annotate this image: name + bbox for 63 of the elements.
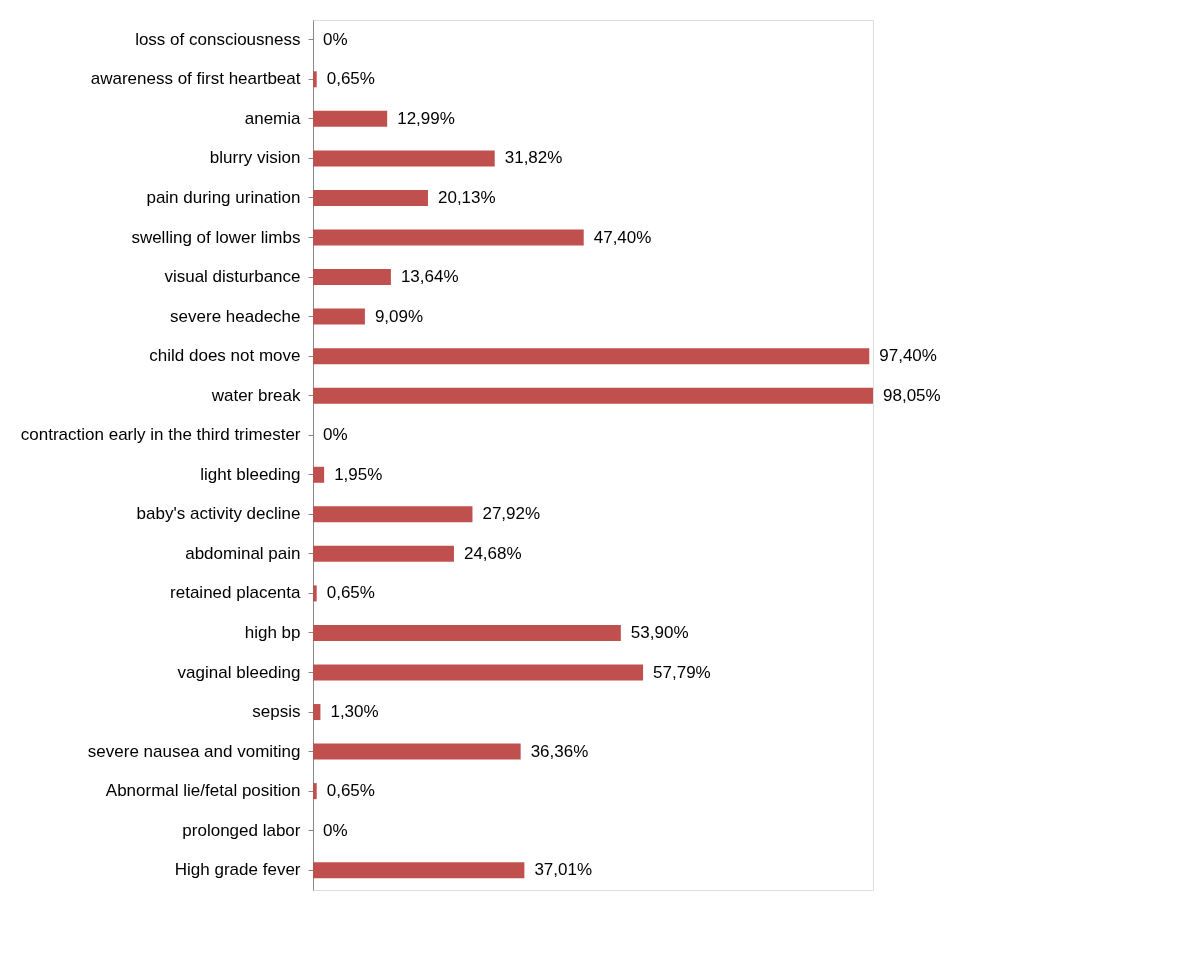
data-label: 0,65% [326, 781, 375, 801]
data-label: 20,13% [437, 187, 496, 207]
data-label: 24,68% [463, 543, 522, 563]
y-tick-label: sepsis [252, 702, 301, 722]
y-tick-label: visual disturbance [164, 267, 301, 287]
bar [313, 229, 584, 246]
y-tick-label: baby's activity decline [136, 504, 301, 524]
bar [313, 704, 321, 721]
bar [313, 348, 870, 365]
bar [313, 308, 365, 325]
bar [313, 150, 495, 167]
data-label: 0,65% [326, 69, 375, 89]
data-label: 36,36% [530, 741, 589, 761]
bar [313, 387, 873, 404]
data-label: 12,99% [397, 108, 455, 128]
bar [313, 664, 644, 681]
bar [313, 189, 428, 206]
y-tick-label: awareness of first heartbeat [90, 69, 301, 89]
data-label: 57,79% [653, 662, 711, 682]
data-label: 97,40% [879, 346, 937, 366]
data-label: 0% [323, 820, 348, 840]
y-tick-label: Abnormal lie/fetal position [105, 781, 301, 801]
y-tick-label: blurry vision [209, 148, 301, 168]
y-tick-label: prolonged labor [182, 820, 301, 840]
bar [313, 269, 391, 286]
bar [313, 783, 317, 800]
y-tick-label: severe headeche [170, 306, 301, 326]
bar [313, 110, 388, 127]
data-label: 31,82% [504, 148, 563, 168]
y-tick-label: anemia [244, 108, 302, 128]
y-tick-label: water break [210, 385, 301, 405]
y-tick-label: severe nausea and vomiting [87, 741, 301, 761]
data-label: 37,01% [534, 860, 593, 880]
y-tick-label: pain during urination [146, 187, 301, 207]
data-label: 1,95% [334, 464, 383, 484]
bar [313, 71, 317, 88]
y-tick-label: contraction early in the third trimester [20, 425, 301, 445]
data-label: 1,30% [330, 702, 379, 722]
y-tick-label: retained placenta [170, 583, 302, 603]
data-label: 13,64% [400, 267, 459, 287]
bar [313, 862, 525, 879]
bar [313, 545, 454, 562]
y-tick-label: child does not move [149, 346, 301, 366]
y-tick-label: light bleeding [200, 464, 301, 484]
bar [313, 624, 621, 641]
y-tick-label: vaginal bleeding [177, 662, 301, 682]
bar [313, 506, 473, 523]
bar [313, 466, 325, 483]
y-tick-label: High grade fever [174, 860, 301, 880]
data-label: 0,65% [326, 583, 375, 603]
data-label: 53,90% [630, 622, 689, 642]
data-label: 98,05% [883, 385, 941, 405]
data-label: 27,92% [482, 504, 541, 524]
data-label: 47,40% [593, 227, 652, 247]
y-tick-label: loss of consciousness [135, 29, 301, 49]
data-label: 0% [323, 425, 348, 445]
data-label: 0% [323, 29, 348, 49]
y-tick-label: abdominal pain [185, 543, 301, 563]
y-tick-label: swelling of lower limbs [131, 227, 301, 247]
data-label: 9,09% [374, 306, 424, 326]
bar [313, 585, 317, 602]
y-tick-label: high bp [244, 622, 301, 642]
bar [313, 743, 521, 760]
